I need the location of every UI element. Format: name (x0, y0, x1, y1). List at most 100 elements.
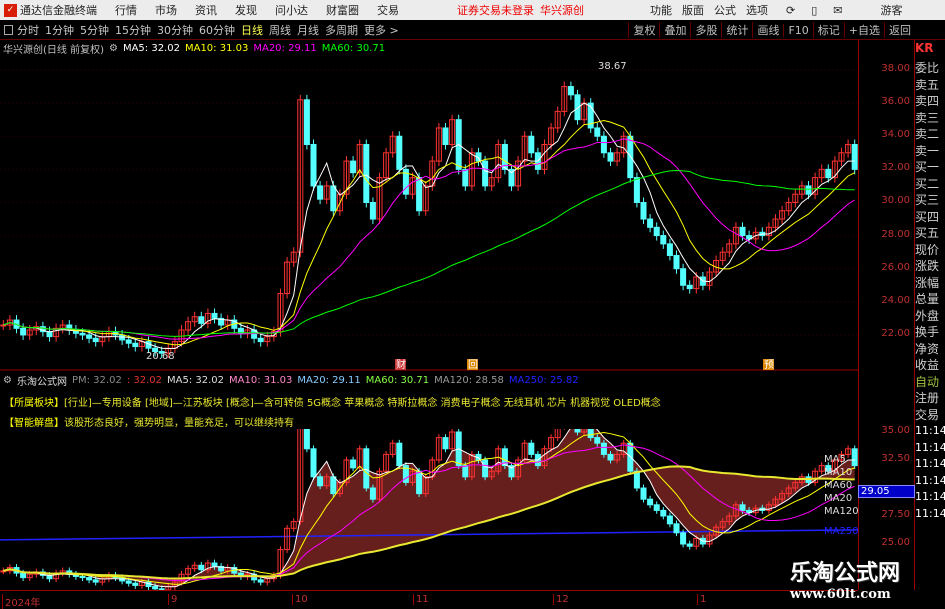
ma10-value: MA10: 31.03 (229, 374, 293, 386)
period-tab-3[interactable]: 15分钟 (115, 23, 151, 37)
candle (152, 586, 159, 590)
top-right-2[interactable]: 公式 (714, 4, 736, 17)
candle (620, 135, 627, 154)
candle (739, 504, 746, 511)
candle (218, 565, 225, 572)
quote-label: 买二 (915, 176, 940, 191)
sector-label: 【所属板块】 (4, 398, 64, 409)
user-button[interactable]: 游客 (880, 4, 903, 17)
period-tab-8[interactable]: 月线 (297, 23, 319, 37)
main-chart-legend: 华兴源创(日线 前复权) ⚙ MA5: 32.02 MA10: 31.03 MA… (0, 40, 390, 57)
candle (303, 99, 310, 146)
candle (462, 168, 469, 187)
login-warning[interactable]: 证券交易未登录 (457, 4, 534, 17)
candle (363, 448, 370, 489)
candle (798, 185, 805, 195)
menu-6[interactable]: 交易 (377, 4, 399, 17)
top-right-0[interactable]: 功能 (650, 4, 672, 17)
candle (739, 226, 746, 237)
watermark-cn: 乐淘公式网 (790, 560, 901, 586)
candle (270, 331, 277, 338)
candle (574, 94, 581, 121)
auto-button[interactable]: 自动 (915, 374, 940, 389)
reg-button-1[interactable]: 交易 (915, 407, 940, 422)
settings-icon[interactable]: ⚙ (108, 43, 118, 54)
menu-3[interactable]: 发现 (235, 4, 257, 17)
reg-button-0[interactable]: 注册 (915, 391, 940, 405)
ma5-value: MA5: 32.02 (122, 43, 180, 54)
candle (838, 453, 845, 461)
menu-4[interactable]: 问小达 (275, 4, 308, 17)
candle (600, 135, 607, 154)
ribbon-fill (3, 429, 855, 587)
indicator-panel (0, 429, 858, 590)
candle (673, 523, 680, 534)
period-tab-0[interactable]: 分时 (17, 23, 39, 37)
top-right-1[interactable]: 版面 (682, 4, 704, 17)
event-marker[interactable] (763, 359, 774, 370)
event-marker[interactable] (467, 359, 478, 370)
period-tab-4[interactable]: 30分钟 (157, 23, 193, 37)
candle (20, 327, 27, 336)
candle (435, 127, 442, 162)
event-marker[interactable] (395, 359, 406, 370)
tool-button-5[interactable]: F10 (783, 23, 812, 37)
menu-2[interactable]: 资讯 (195, 4, 217, 17)
candle (792, 481, 799, 489)
tick-time: 11:14 (915, 440, 945, 454)
menu-5[interactable]: 财富圈 (326, 4, 359, 17)
period-tab-6[interactable]: 日线 (241, 23, 263, 37)
tool-button-3[interactable]: 统计 (721, 22, 752, 38)
sector-line: 【所属板块】[行业]—专用设备 [地域]—江苏板块 [概念]—含可转债 5G概念… (4, 394, 661, 409)
ma-tag: MA60 (824, 480, 852, 491)
candle (86, 334, 93, 339)
candle (640, 201, 647, 220)
candle (647, 498, 654, 506)
candle (805, 185, 812, 195)
candle (812, 470, 819, 483)
kline-chart[interactable]: 38.67 20.68 财 回 预 MA5 MA10 MA60 MA20 MA120 MA250 (0, 57, 858, 590)
period-tab-2[interactable]: 5分钟 (80, 23, 109, 37)
app-logo-icon: ✓ (4, 3, 17, 17)
tool-button-4[interactable]: 画线 (752, 22, 783, 38)
quote-label: 委比 (915, 61, 940, 75)
period-tab-9[interactable]: 多周期 (325, 23, 358, 37)
period-tab-1[interactable]: 1分钟 (45, 23, 74, 37)
price-tick: 38.00 (881, 63, 910, 74)
tool-button-7[interactable]: +自选 (843, 22, 884, 38)
candle (303, 429, 310, 450)
tick-time: 11:14 (915, 457, 945, 470)
price-tick: 34.00 (881, 129, 910, 141)
phone-icon[interactable]: ▯ (811, 3, 818, 17)
settings-icon[interactable]: ⚙ (3, 374, 12, 386)
quote-label: 卖一 (915, 143, 940, 158)
watermark-url: www.60lt.com (790, 587, 891, 602)
tool-button-1[interactable]: 叠加 (659, 22, 690, 38)
price-tick: 26.00 (881, 261, 910, 273)
candle (402, 168, 409, 195)
tool-button-2[interactable]: 多股 (690, 22, 721, 38)
candle (79, 575, 86, 579)
period-tab-10[interactable]: 更多 > (364, 23, 399, 37)
tool-button-0[interactable]: 复权 (628, 22, 659, 38)
tool-button-8[interactable]: 返回 (884, 22, 915, 38)
menu-1[interactable]: 市场 (155, 4, 177, 17)
price-tick: 24.00 (881, 294, 910, 306)
candle (396, 442, 403, 467)
top-right-3[interactable]: 选项 (746, 4, 768, 17)
candle (501, 448, 508, 467)
sector-text: [行业]—专用设备 [地域]—江苏板块 [概念]—含可转债 5G概念 苹果概念 … (64, 398, 661, 409)
candle (416, 470, 423, 495)
mail-icon[interactable]: ✉ (833, 3, 843, 17)
ma-tag: MA250 (824, 526, 858, 537)
period-tab-7[interactable]: 周线 (269, 23, 291, 37)
candle (633, 177, 640, 203)
tick-time: 11:14 (915, 473, 945, 487)
panel-toggle-icon[interactable] (4, 24, 13, 35)
candle (204, 562, 211, 571)
period-tab-5[interactable]: 60分钟 (199, 23, 235, 37)
refresh-icon[interactable]: ⟳ (786, 3, 796, 17)
menu-0[interactable]: 行情 (115, 4, 137, 17)
candle (482, 459, 489, 478)
tool-button-6[interactable]: 标记 (812, 22, 844, 38)
